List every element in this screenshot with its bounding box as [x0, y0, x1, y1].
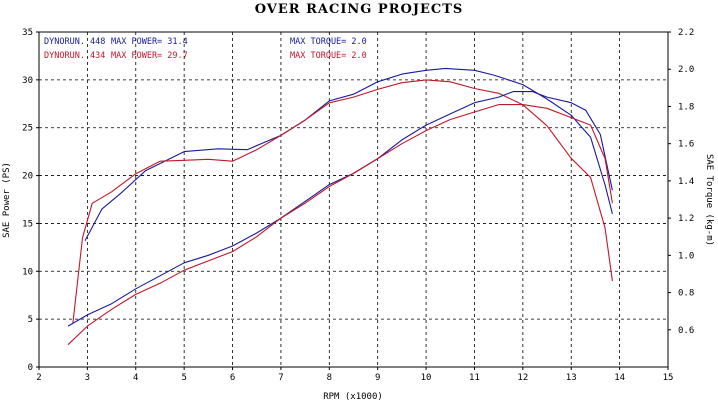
x-tick-label: 14 — [614, 373, 625, 383]
x-tick-label: 9 — [375, 373, 380, 383]
y-right-tick-label: 1.4 — [678, 177, 694, 187]
y-left-tick-label: 25 — [22, 124, 33, 134]
y-left-tick-label: 15 — [22, 219, 33, 229]
plot-frame — [38, 31, 669, 368]
y-right-tick-label: 2.2 — [678, 28, 694, 38]
x-tick-label: 13 — [566, 373, 577, 383]
series-layer — [67, 67, 613, 346]
y-right-axis-title: SAE Torque (kg-m) — [704, 154, 714, 246]
right-axis-ticks: 0.6 0.8 1.0 1.2 1.4 1.6 1.8 2.0 2.2 — [668, 28, 694, 336]
legend-torque-1: MAX TORQUE= 2.0 — [290, 37, 367, 47]
series-line-3 — [67, 91, 613, 327]
y-right-tick-label: 1.6 — [678, 140, 694, 150]
series-line-1 — [84, 67, 613, 241]
grid — [39, 32, 668, 367]
y-left-axis-title: SAE Power (PS) — [2, 162, 12, 238]
y-left-tick-label: 10 — [22, 267, 33, 277]
y-left-tick-label: 35 — [22, 28, 33, 38]
y-left-tick-label: 5 — [28, 315, 33, 325]
x-tick-label: 7 — [278, 373, 283, 383]
x-tick-label: 5 — [181, 373, 186, 383]
legend-power-2: MAX POWER= 29.7 — [111, 51, 188, 61]
y-right-tick-label: 0.6 — [678, 326, 694, 336]
x-tick-label: 8 — [327, 373, 332, 383]
legend: DYNORUN. 448 MAX POWER= 31.4 MAX TORQUE=… — [44, 37, 367, 61]
y-right-tick-label: 2.0 — [678, 65, 694, 75]
legend-torque-2: MAX TORQUE= 2.0 — [290, 51, 367, 61]
y-right-tick-label: 0.8 — [678, 289, 694, 299]
x-tick-label: 12 — [517, 373, 528, 383]
y-left-tick-label: 30 — [22, 76, 33, 86]
y-right-tick-label: 1.0 — [678, 251, 694, 261]
y-right-tick-label: 1.2 — [678, 214, 694, 224]
x-tick-label: 10 — [421, 373, 432, 383]
x-tick-label: 15 — [663, 373, 674, 383]
y-right-tick-label: 1.8 — [678, 102, 694, 112]
series-line-4 — [67, 104, 613, 346]
x-tick-label: 6 — [230, 373, 235, 383]
x-axis-title: RPM (x1000) — [323, 392, 383, 402]
x-tick-label: 2 — [36, 373, 41, 383]
x-tick-label: 4 — [133, 373, 138, 383]
series-line-2 — [72, 79, 613, 324]
x-axis-ticks: 2 3 4 5 6 7 8 9 10 11 12 13 14 15 — [36, 367, 673, 383]
legend-run-2: DYNORUN. 434 — [44, 51, 105, 61]
legend-power-1: MAX POWER= 31.4 — [111, 37, 188, 47]
legend-run-1: DYNORUN. 448 — [44, 37, 105, 47]
y-left-tick-label: 0 — [28, 363, 33, 373]
x-tick-label: 11 — [469, 373, 480, 383]
x-tick-label: 3 — [85, 373, 90, 383]
y-left-tick-label: 20 — [22, 172, 33, 182]
left-axis-ticks: 0 5 10 15 20 25 30 35 — [22, 28, 39, 373]
chart-title: OVER RACING PROJECTS — [255, 2, 464, 17]
